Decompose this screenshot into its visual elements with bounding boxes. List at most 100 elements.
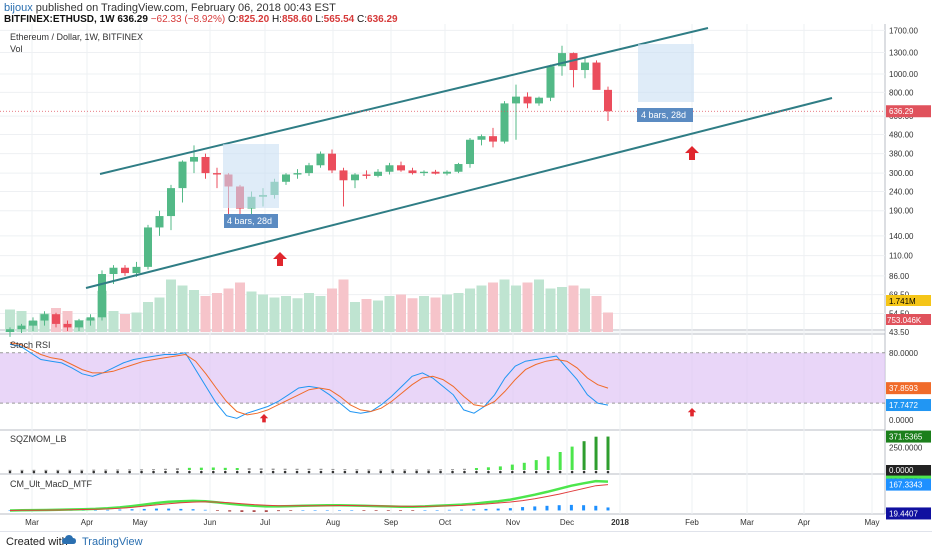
sqz-dot — [307, 470, 311, 474]
macd-hist-bar — [252, 510, 256, 512]
volume-bar — [200, 296, 211, 332]
candle-body — [408, 170, 417, 174]
sqz-dot — [295, 470, 299, 474]
time-tick: Jun — [204, 518, 217, 527]
volume-bar — [407, 298, 418, 332]
volume-bar — [476, 285, 487, 332]
sqz-bar — [247, 468, 251, 470]
volume-bar — [235, 282, 245, 332]
sqzmom-pane-title: SQZMOM_LB — [10, 434, 67, 444]
publish-info: bijoux published on TradingView.com, Feb… — [4, 2, 336, 14]
volume-bar — [212, 293, 222, 332]
volume-bar — [269, 297, 280, 332]
sqz-bar — [44, 469, 48, 471]
volume-bar — [131, 312, 142, 332]
stoch-badge: 17.7472 — [889, 401, 918, 410]
volume-bar — [315, 296, 326, 332]
sqz-badge: 0.0000 — [889, 466, 914, 475]
sqz-dot — [176, 470, 179, 474]
volume-bar — [189, 290, 199, 332]
sqz-dot — [188, 470, 191, 474]
sqz-dot — [164, 470, 167, 474]
sqz-bar — [56, 469, 60, 471]
price-change: −62.33 (−8.92%) — [150, 14, 226, 25]
sqz-dot — [343, 470, 347, 474]
sqz-dot — [522, 470, 526, 474]
macd-hist-bar — [399, 510, 403, 511]
sqz-bar — [379, 469, 383, 471]
time-tick: Aug — [326, 518, 340, 527]
time-tick: 2018 — [611, 518, 629, 527]
volume-badge: 1.741M — [889, 297, 916, 306]
macd-hist-bar — [276, 510, 280, 512]
time-tick: Sep — [384, 518, 399, 527]
macd-hist-bar — [179, 508, 183, 511]
volume-bar — [108, 311, 119, 332]
sqz-bar — [80, 469, 84, 471]
sqz-bar — [510, 464, 514, 470]
macd-hist-bar — [508, 508, 512, 511]
macd-hist-bar — [557, 505, 561, 511]
macd-hist-bar — [240, 510, 244, 512]
candle-body — [466, 139, 474, 165]
sqz-bar — [606, 436, 610, 470]
time-tick: Dec — [560, 518, 574, 527]
price-tick: 1300.00 — [889, 48, 918, 57]
candle-body — [443, 171, 451, 174]
range-label-1-bg — [224, 214, 278, 228]
price-tick: 380.00 — [889, 150, 914, 159]
publish-text: published on TradingView.com, February 0… — [32, 2, 336, 14]
volume-bars — [5, 279, 613, 332]
macd-hist-bar — [301, 510, 305, 511]
sqz-dot — [235, 470, 239, 474]
sqz-dot — [355, 470, 359, 474]
footer: Created with TradingView — [0, 531, 932, 551]
candle-body — [592, 62, 601, 90]
tradingview-cloud-icon — [62, 535, 76, 544]
macd-hist-bar — [289, 510, 293, 511]
volume-bar — [166, 279, 176, 332]
tradingview-link[interactable]: TradingView — [82, 536, 143, 548]
sqz-dot — [212, 470, 215, 474]
volume-badge-bg — [886, 295, 931, 306]
symbol-label: BITFINEX:ETHUSD, 1W — [4, 14, 115, 25]
sqz-dot — [511, 470, 514, 474]
up-arrow-icon — [273, 252, 287, 266]
volume-bar — [568, 285, 579, 332]
sqz-tick: 250.0000 — [889, 444, 923, 453]
stoch-tick: 80.0000 — [889, 349, 918, 358]
up-arrow-icon — [685, 146, 699, 160]
author-link[interactable]: bijoux — [4, 2, 33, 14]
chart-canvas[interactable]: 4 bars, 28d 4 bars, 28d 1700.00 1300.00 100… — [0, 24, 932, 531]
macd-hist-bar — [447, 509, 451, 511]
sqz-bar — [546, 456, 550, 470]
volume-bar — [16, 311, 27, 332]
volume-bar — [430, 297, 441, 332]
volume-bar — [292, 298, 303, 332]
sqz-bar — [367, 469, 371, 471]
candle-body — [604, 89, 612, 112]
macd-hist-bar — [167, 508, 171, 511]
sqz-dot — [331, 470, 335, 474]
candle-body — [52, 314, 60, 324]
macd-badge: 19.4407 — [889, 509, 918, 518]
candle-body — [190, 156, 198, 162]
volume-bar — [488, 282, 498, 332]
sqz-dot — [20, 470, 24, 474]
sqz-dot — [80, 470, 84, 474]
volume-bar — [545, 288, 556, 332]
candle-body — [75, 320, 83, 328]
candle-body — [109, 267, 118, 275]
sqz-bar — [259, 468, 263, 470]
candle-body — [213, 173, 221, 175]
candle-body — [282, 174, 290, 182]
price-tick: 800.00 — [889, 88, 914, 97]
candle-body — [339, 170, 348, 181]
sqz-bar — [116, 469, 120, 471]
candle-body — [29, 320, 37, 326]
macd-hist-bar — [350, 510, 354, 511]
macd-hist-bar — [545, 505, 549, 511]
macd-hist-bar — [435, 510, 439, 511]
sqz-bar — [211, 467, 215, 470]
sqz-dot — [247, 470, 251, 474]
